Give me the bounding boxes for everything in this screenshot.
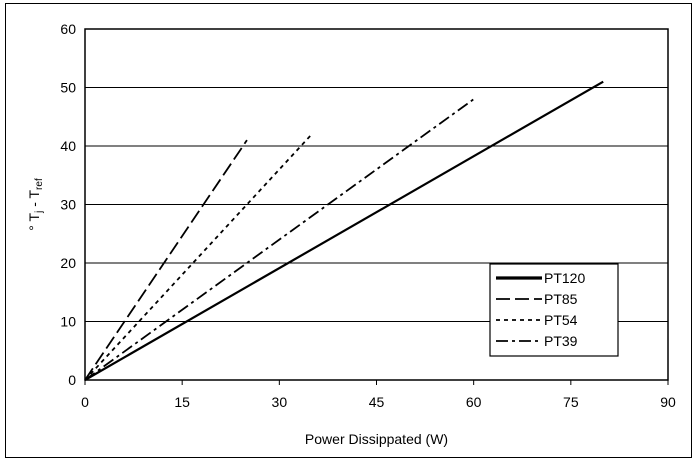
x-tick-label: 0 [81, 394, 89, 410]
series-line-pt39 [84, 98, 475, 381]
x-tick-labels: 0 15 30 45 60 75 90 [81, 380, 676, 410]
x-tick-label: 30 [272, 394, 288, 410]
chart-frame: 0 15 30 45 60 75 90 0 10 20 30 40 50 60 Power Dissip… [5, 3, 692, 458]
series-line-pt85 [84, 139, 248, 381]
y-axis-title-sub-ref: ref [34, 178, 45, 190]
series-lines [84, 80, 604, 381]
y-tick-label: 0 [68, 372, 76, 388]
y-tick-label: 10 [60, 314, 76, 330]
y-tick-labels: 0 10 20 30 40 50 60 [60, 21, 76, 388]
y-tick-label: 30 [60, 197, 76, 213]
x-tick-label: 75 [563, 394, 579, 410]
y-tick-label: 60 [60, 21, 76, 37]
legend-label-pt39: PT39 [544, 333, 578, 349]
line-chart: 0 15 30 45 60 75 90 0 10 20 30 40 50 60 Power Dissip… [26, 21, 676, 447]
x-tick-label: 45 [369, 394, 385, 410]
x-tick-label: 90 [660, 394, 676, 410]
series-line-pt120 [84, 80, 604, 381]
legend-label-pt120: PT120 [544, 270, 585, 286]
y-tick-label: 20 [60, 255, 76, 271]
x-tick-label: 15 [174, 394, 190, 410]
legend-label-pt85: PT85 [544, 291, 578, 307]
legend: PT120 PT85 PT54 PT39 [489, 263, 619, 357]
x-tick-label: 60 [466, 394, 482, 410]
legend-label-pt54: PT54 [544, 312, 578, 328]
y-axis-title-middle: - T [26, 190, 42, 211]
y-tick-label: 40 [60, 138, 76, 154]
x-axis-title: Power Dissippated (W) [305, 431, 448, 447]
y-axis-title-prefix: ° T [26, 212, 42, 230]
series-line-pt54 [84, 133, 313, 381]
y-axis-title-sub-j: j [34, 211, 45, 214]
y-tick-label: 50 [60, 80, 76, 96]
y-axis-title: ° Tj - Tref [26, 178, 45, 231]
